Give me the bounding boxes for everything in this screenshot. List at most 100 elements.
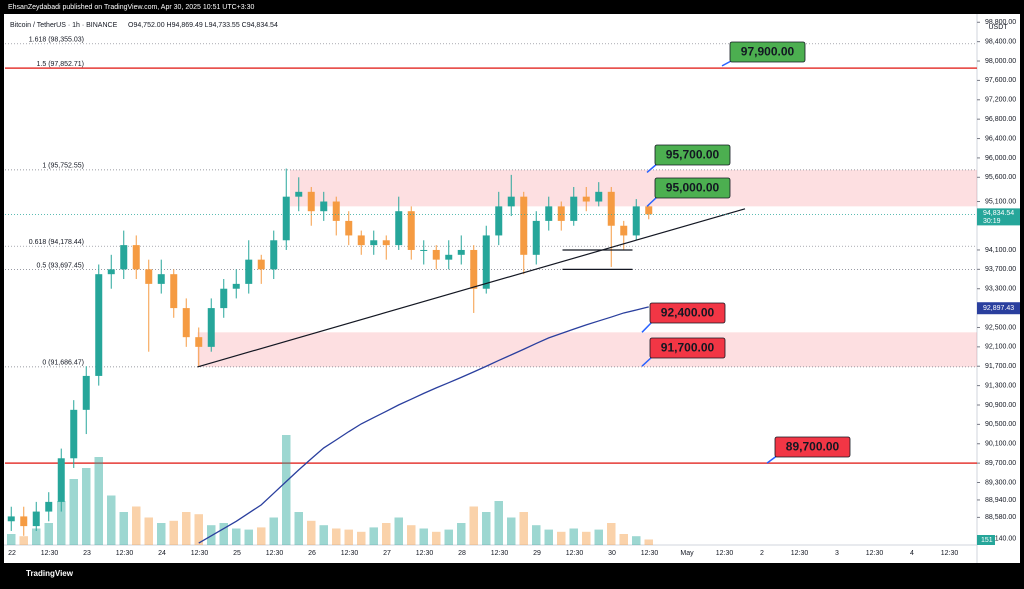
candle-body	[182, 308, 190, 338]
volume-bar	[344, 529, 353, 545]
volume-bar	[319, 525, 328, 545]
candle-body	[345, 220, 353, 236]
volume-bar	[619, 534, 628, 545]
y-tick-label: 97,600.00	[985, 77, 1016, 84]
ma-tag-label: 92,897.43	[983, 305, 1014, 312]
x-tick-label: 30	[608, 550, 616, 557]
x-tick-label: 12:30	[266, 550, 284, 557]
volume-bar	[307, 520, 316, 545]
y-tick-label: 97,200.00	[985, 97, 1016, 104]
volume-bar	[532, 525, 541, 545]
x-tick-label: 27	[383, 550, 391, 557]
candle-body	[520, 196, 528, 255]
volume-bar	[57, 501, 66, 545]
callout-label: 95,700.00	[666, 148, 720, 162]
volume-bar	[269, 517, 278, 545]
footer-brand: TradingView	[26, 569, 74, 578]
callout-label: 95,000.00	[666, 181, 720, 195]
candle-body	[120, 245, 128, 270]
volume-bar	[282, 435, 291, 545]
volume-bar	[632, 536, 641, 545]
currency: USDT	[988, 24, 1008, 31]
y-tick-label: 88,940.00	[985, 497, 1016, 504]
y-tick-label: 96,800.00	[985, 116, 1016, 123]
y-tick-label: 90,100.00	[985, 441, 1016, 448]
candle-body	[320, 201, 328, 212]
y-tick-label: 98,800.00	[985, 19, 1016, 26]
trendline	[197, 208, 746, 368]
zone	[290, 169, 977, 207]
volume-bar	[444, 529, 453, 545]
candle-body	[557, 206, 565, 221]
volume-bar	[594, 529, 603, 545]
y-tick-label: 93,700.00	[985, 266, 1016, 273]
candle-body	[595, 191, 603, 202]
y-tick-label: 93,300.00	[985, 286, 1016, 293]
candle-body	[220, 288, 228, 309]
ma-tag	[977, 302, 1020, 315]
volume-bar	[169, 520, 178, 545]
x-tick-label: 3	[835, 550, 839, 557]
candle-body	[470, 249, 478, 289]
candle-body	[157, 274, 165, 284]
volume-bar	[394, 517, 403, 545]
candle-body	[70, 409, 78, 459]
x-tick-label: 26	[308, 550, 316, 557]
callout-label: 91,700.00	[661, 341, 715, 355]
volume-bar	[507, 517, 516, 545]
candle-body	[332, 201, 340, 221]
candle-body	[195, 337, 203, 347]
candle-body	[432, 249, 440, 260]
y-tick-label: 96,400.00	[985, 135, 1016, 142]
publisher: EhsanZeydabadi published on TradingView.…	[8, 4, 255, 11]
x-tick-label: 12:30	[191, 550, 209, 557]
x-tick-label: 28	[458, 550, 466, 557]
y-tick-label: 89,700.00	[985, 460, 1016, 467]
candle-body	[7, 516, 15, 522]
y-tick-label: 91,700.00	[985, 363, 1016, 370]
candle-body	[445, 254, 453, 260]
callout-box	[774, 436, 851, 458]
candle-body	[482, 235, 490, 289]
callout-box	[649, 337, 726, 359]
volume-bar	[644, 539, 653, 545]
callout-label: 89,700.00	[786, 440, 840, 454]
volume-bar	[469, 506, 478, 545]
candle-body	[582, 196, 590, 202]
candle-body	[407, 211, 415, 250]
y-tick-label: 98,000.00	[985, 58, 1016, 65]
moving-average	[198, 306, 649, 544]
volume-bar	[232, 528, 241, 545]
y-tick-label: 98,400.00	[985, 38, 1016, 45]
candle-body	[645, 206, 653, 215]
y-tick-label: 96,000.00	[985, 155, 1016, 162]
x-tick-label: 12:30	[791, 550, 809, 557]
volume-tag-label: 151	[981, 537, 993, 544]
y-tick-label: 89,300.00	[985, 479, 1016, 486]
candle-body	[57, 458, 65, 502]
x-tick-label: 12:30	[416, 550, 434, 557]
volume-bar	[332, 528, 341, 545]
volume-bar	[157, 523, 166, 545]
callout-label: 92,400.00	[661, 306, 715, 320]
volume-bar	[357, 531, 366, 545]
candle-body	[145, 269, 153, 284]
volume-bar	[119, 512, 128, 545]
x-tick-label: 12:30	[566, 550, 584, 557]
ohlc: O94,752.00 H94,869.49 L94,733.55 C94,834…	[128, 22, 278, 29]
volume-bar	[457, 523, 466, 545]
candle-body	[132, 245, 140, 270]
price-tag-label: 94,834.54	[983, 210, 1014, 217]
volume-bar	[432, 531, 441, 545]
x-tick-label: 12:30	[866, 550, 884, 557]
x-tick-label: 25	[233, 550, 241, 557]
candle-body	[632, 206, 640, 236]
volume-bar	[219, 523, 228, 545]
x-tick-label: 29	[533, 550, 541, 557]
price-tag	[977, 208, 1020, 226]
callout-box	[729, 41, 806, 63]
fib-label: 0.618 (94,178.44)	[29, 239, 84, 246]
candle-body	[507, 196, 515, 207]
candle-body	[357, 235, 365, 246]
